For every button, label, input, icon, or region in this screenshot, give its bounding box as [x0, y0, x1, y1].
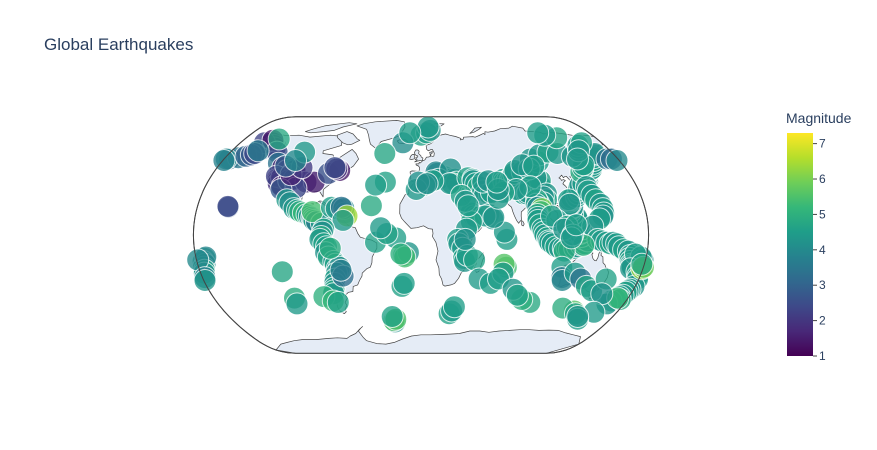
- earthquake-marker[interactable]: [369, 216, 393, 240]
- earthquake-marker[interactable]: [380, 305, 404, 328]
- earthquake-marker[interactable]: [456, 194, 480, 218]
- earthquake-marker[interactable]: [359, 194, 383, 218]
- chart-title: Global Earthquakes: [44, 35, 193, 54]
- earthquake-marker[interactable]: [364, 173, 388, 197]
- land-antarctica: [275, 326, 581, 354]
- earthquake-marker[interactable]: [505, 283, 529, 307]
- earthquake-marker[interactable]: [329, 258, 353, 282]
- colorbar-tick-label: 1: [819, 349, 826, 363]
- earthquake-marker[interactable]: [566, 147, 589, 171]
- land-ireland: [409, 154, 415, 160]
- earthquake-marker[interactable]: [389, 242, 413, 266]
- colorbar-tick-label: 3: [819, 278, 826, 292]
- earthquake-marker[interactable]: [415, 172, 439, 196]
- earthquake-marker[interactable]: [285, 292, 309, 316]
- colorbar-tick-label: 2: [819, 314, 826, 328]
- map-outline: [192, 116, 650, 354]
- land-britain: [414, 149, 424, 163]
- earthquake-marker[interactable]: [270, 260, 294, 284]
- earthquake-marker[interactable]: [605, 149, 629, 172]
- colorbar-scale: [787, 133, 813, 356]
- land-novaya-zemlya: [469, 126, 482, 134]
- earthquake-marker[interactable]: [373, 142, 397, 165]
- earthquake-marker[interactable]: [323, 156, 347, 180]
- map[interactable]: [186, 115, 655, 354]
- colorbar-tick-label: 5: [819, 207, 826, 221]
- earthquake-marker[interactable]: [246, 139, 270, 163]
- land-sri-lanka: [521, 220, 525, 227]
- colorbar-tick-label: 6: [819, 172, 826, 186]
- earthquake-marker[interactable]: [193, 269, 217, 292]
- earthquake-marker[interactable]: [442, 295, 466, 319]
- earthquake-marker[interactable]: [566, 305, 590, 328]
- earthquake-marker[interactable]: [318, 236, 342, 260]
- earthquake-marker[interactable]: [485, 170, 509, 194]
- colorbar-ticks: 1 2 3 4 5 6 7: [813, 137, 826, 363]
- earthquake-marker[interactable]: [392, 271, 416, 295]
- earthquake-marker[interactable]: [326, 290, 350, 314]
- earthquake-marker[interactable]: [564, 213, 588, 237]
- earthquake-marker[interactable]: [630, 252, 654, 276]
- earthquake-marker[interactable]: [267, 127, 291, 151]
- earthquake-marker[interactable]: [522, 154, 546, 178]
- earthquake-marker[interactable]: [398, 121, 422, 145]
- land-arctic-islands: [305, 122, 358, 134]
- colorbar-title: Magnitude: [786, 110, 852, 126]
- earthquake-marker[interactable]: [526, 121, 550, 145]
- earthquake-marker[interactable]: [284, 149, 307, 172]
- earthquake-marker[interactable]: [463, 248, 487, 272]
- earthquake-marker[interactable]: [216, 194, 240, 218]
- earthquake-marker[interactable]: [331, 208, 355, 232]
- land-baffin: [336, 131, 361, 146]
- colorbar-tick-label: 4: [819, 243, 826, 257]
- colorbar-tick-label: 7: [819, 137, 826, 151]
- earthquake-markers: [186, 115, 655, 334]
- earthquake-marker[interactable]: [482, 205, 506, 229]
- earthquake-marker[interactable]: [453, 227, 477, 251]
- colorbar: Magnitude 1 2 3 4 5 6 7: [786, 110, 852, 363]
